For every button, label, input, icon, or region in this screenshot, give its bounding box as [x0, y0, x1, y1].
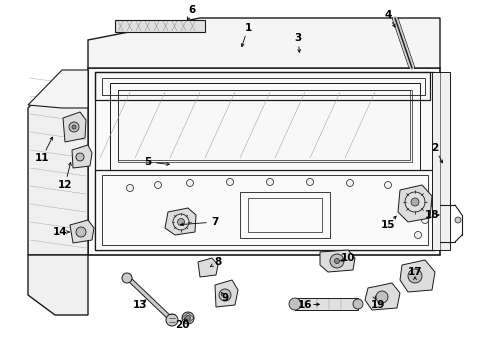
Polygon shape: [365, 283, 400, 310]
Polygon shape: [118, 90, 410, 160]
Text: 8: 8: [215, 257, 221, 267]
Text: 15: 15: [381, 220, 395, 230]
Text: 16: 16: [298, 300, 312, 310]
Circle shape: [415, 186, 421, 194]
Text: 7: 7: [211, 217, 219, 227]
Circle shape: [267, 179, 273, 185]
Circle shape: [69, 122, 79, 132]
Text: 20: 20: [175, 320, 189, 330]
Circle shape: [385, 181, 392, 189]
Polygon shape: [165, 208, 196, 235]
Text: 14: 14: [53, 227, 67, 237]
Text: 17: 17: [408, 267, 422, 277]
Polygon shape: [88, 18, 440, 68]
Circle shape: [177, 219, 185, 225]
Circle shape: [424, 202, 432, 208]
Text: 4: 4: [384, 10, 392, 20]
Polygon shape: [432, 72, 450, 250]
Polygon shape: [182, 313, 194, 323]
Polygon shape: [63, 112, 86, 142]
Polygon shape: [400, 260, 435, 292]
Circle shape: [335, 258, 340, 264]
Circle shape: [76, 153, 84, 161]
Circle shape: [154, 181, 162, 189]
Circle shape: [408, 269, 422, 283]
Polygon shape: [215, 280, 238, 307]
Circle shape: [122, 273, 132, 283]
Circle shape: [421, 216, 428, 224]
Text: 10: 10: [341, 253, 355, 263]
Circle shape: [166, 314, 178, 326]
Circle shape: [330, 254, 344, 268]
Circle shape: [415, 231, 421, 239]
Circle shape: [376, 291, 388, 303]
Circle shape: [187, 180, 194, 186]
Circle shape: [455, 217, 461, 223]
Text: 1: 1: [245, 23, 252, 33]
Circle shape: [353, 299, 363, 309]
Polygon shape: [72, 145, 92, 168]
Text: 6: 6: [188, 5, 196, 15]
Polygon shape: [28, 72, 88, 255]
Polygon shape: [198, 258, 218, 277]
Circle shape: [346, 180, 353, 186]
Polygon shape: [115, 20, 205, 32]
Text: 13: 13: [133, 300, 147, 310]
Circle shape: [226, 179, 234, 185]
Text: 11: 11: [35, 153, 49, 163]
Text: 19: 19: [371, 300, 385, 310]
Polygon shape: [28, 255, 88, 315]
Circle shape: [289, 298, 301, 310]
Circle shape: [126, 185, 133, 192]
Polygon shape: [295, 298, 358, 310]
Polygon shape: [320, 250, 355, 272]
Circle shape: [182, 312, 194, 324]
Polygon shape: [88, 68, 440, 255]
Circle shape: [405, 192, 425, 212]
Circle shape: [173, 214, 189, 230]
Circle shape: [76, 227, 86, 237]
Text: 3: 3: [294, 33, 302, 43]
Polygon shape: [70, 220, 94, 243]
Text: 18: 18: [425, 210, 439, 220]
Text: 12: 12: [58, 180, 72, 190]
Polygon shape: [398, 185, 432, 222]
Text: 5: 5: [145, 157, 151, 167]
Circle shape: [307, 179, 314, 185]
Circle shape: [411, 198, 419, 206]
Circle shape: [186, 315, 191, 320]
Text: 2: 2: [431, 143, 439, 153]
Circle shape: [72, 125, 76, 129]
Text: 9: 9: [221, 293, 228, 303]
Polygon shape: [28, 70, 88, 108]
Circle shape: [219, 289, 231, 301]
Polygon shape: [95, 170, 435, 250]
